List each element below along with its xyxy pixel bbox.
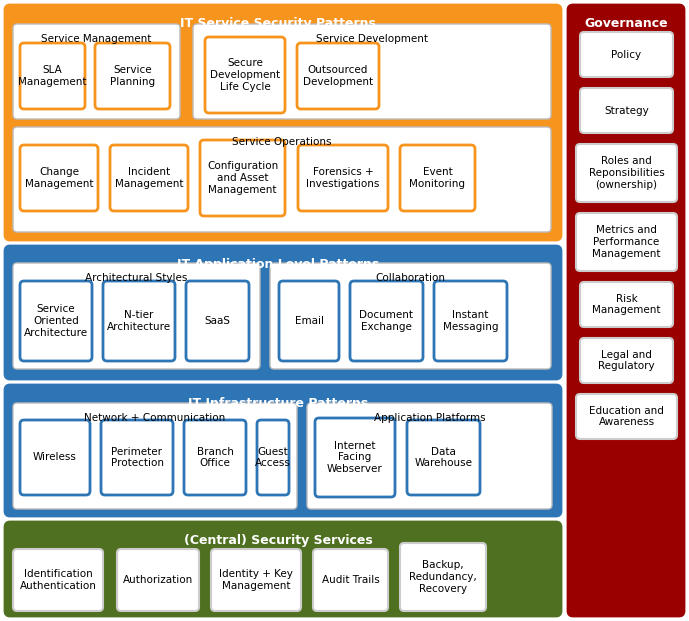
Text: Governance: Governance <box>584 17 668 30</box>
FancyBboxPatch shape <box>13 263 260 369</box>
Text: Identification
Authentication: Identification Authentication <box>19 569 96 591</box>
FancyBboxPatch shape <box>307 403 552 509</box>
Text: Wireless: Wireless <box>33 453 77 463</box>
Text: Legal and
Regulatory: Legal and Regulatory <box>598 350 655 371</box>
FancyBboxPatch shape <box>580 32 673 77</box>
Text: IT Infrastructure Patterns: IT Infrastructure Patterns <box>188 397 368 410</box>
Text: Metrics and
Performance
Management: Metrics and Performance Management <box>593 225 661 258</box>
FancyBboxPatch shape <box>186 281 249 361</box>
Text: Document
Exchange: Document Exchange <box>360 310 413 332</box>
Text: Change
Management: Change Management <box>25 167 93 189</box>
FancyBboxPatch shape <box>580 338 673 383</box>
FancyBboxPatch shape <box>400 145 475 211</box>
Text: Strategy: Strategy <box>604 106 649 116</box>
Text: Service Management: Service Management <box>41 34 152 44</box>
FancyBboxPatch shape <box>279 281 339 361</box>
FancyBboxPatch shape <box>313 549 388 611</box>
Text: Internet
Facing
Webserver: Internet Facing Webserver <box>327 441 383 474</box>
Text: Risk
Management: Risk Management <box>593 294 661 315</box>
FancyBboxPatch shape <box>20 281 92 361</box>
FancyBboxPatch shape <box>580 88 673 133</box>
Text: Policy: Policy <box>611 50 641 60</box>
Text: Email: Email <box>294 316 324 326</box>
FancyBboxPatch shape <box>350 281 423 361</box>
FancyBboxPatch shape <box>576 394 677 439</box>
Text: Network + Communication: Network + Communication <box>84 413 225 423</box>
FancyBboxPatch shape <box>110 145 188 211</box>
FancyBboxPatch shape <box>580 282 673 327</box>
FancyBboxPatch shape <box>400 543 486 611</box>
Text: Roles and
Reponsibilities
(ownership): Roles and Reponsibilities (ownership) <box>588 156 664 189</box>
Text: (Central) Security Services: (Central) Security Services <box>184 534 372 547</box>
FancyBboxPatch shape <box>211 549 301 611</box>
FancyBboxPatch shape <box>568 5 684 616</box>
Text: N-tier
Architecture: N-tier Architecture <box>107 310 171 332</box>
Text: Outsourced
Development: Outsourced Development <box>303 65 373 87</box>
FancyBboxPatch shape <box>20 43 85 109</box>
FancyBboxPatch shape <box>20 145 98 211</box>
Text: Data
Warehouse: Data Warehouse <box>415 446 473 468</box>
Text: Forensics +
Investigations: Forensics + Investigations <box>307 167 380 189</box>
FancyBboxPatch shape <box>13 403 297 509</box>
FancyBboxPatch shape <box>200 140 285 216</box>
Text: Authorization: Authorization <box>123 575 193 585</box>
FancyBboxPatch shape <box>184 420 246 495</box>
FancyBboxPatch shape <box>13 127 551 232</box>
FancyBboxPatch shape <box>5 5 561 240</box>
Text: Perimeter
Protection: Perimeter Protection <box>110 446 163 468</box>
Text: Backup,
Redundancy,
Recovery: Backup, Redundancy, Recovery <box>409 560 477 594</box>
FancyBboxPatch shape <box>257 420 289 495</box>
Text: Branch
Office: Branch Office <box>196 446 234 468</box>
Text: Configuration
and Asset
Management: Configuration and Asset Management <box>207 161 278 194</box>
FancyBboxPatch shape <box>103 281 175 361</box>
FancyBboxPatch shape <box>193 24 551 119</box>
Text: Education and
Awareness: Education and Awareness <box>589 406 664 427</box>
Text: IT Service Security Patterns: IT Service Security Patterns <box>180 17 376 30</box>
Text: Application Platforms: Application Platforms <box>373 413 485 423</box>
FancyBboxPatch shape <box>5 385 561 516</box>
FancyBboxPatch shape <box>434 281 507 361</box>
Text: Service
Oriented
Architecture: Service Oriented Architecture <box>24 304 88 338</box>
Text: SLA
Management: SLA Management <box>18 65 87 87</box>
FancyBboxPatch shape <box>407 420 480 495</box>
FancyBboxPatch shape <box>20 420 90 495</box>
FancyBboxPatch shape <box>117 549 199 611</box>
FancyBboxPatch shape <box>270 263 551 369</box>
Text: Service Development: Service Development <box>316 34 428 44</box>
FancyBboxPatch shape <box>205 37 285 113</box>
FancyBboxPatch shape <box>5 246 561 379</box>
Text: Collaboration: Collaboration <box>376 273 446 283</box>
FancyBboxPatch shape <box>576 144 677 202</box>
Text: Incident
Management: Incident Management <box>115 167 183 189</box>
Text: Audit Trails: Audit Trails <box>322 575 380 585</box>
Text: Architectural Styles: Architectural Styles <box>85 273 187 283</box>
Text: Service Operations: Service Operations <box>232 137 331 147</box>
Text: Instant
Messaging: Instant Messaging <box>443 310 498 332</box>
Text: Guest
Access: Guest Access <box>255 446 291 468</box>
FancyBboxPatch shape <box>576 213 677 271</box>
Text: IT Application Level Patterns: IT Application Level Patterns <box>177 258 379 271</box>
Text: SaaS: SaaS <box>205 316 231 326</box>
FancyBboxPatch shape <box>13 24 180 119</box>
FancyBboxPatch shape <box>297 43 379 109</box>
FancyBboxPatch shape <box>5 522 561 616</box>
FancyBboxPatch shape <box>101 420 173 495</box>
Text: Service
Planning: Service Planning <box>110 65 155 87</box>
FancyBboxPatch shape <box>315 418 395 497</box>
FancyBboxPatch shape <box>298 145 388 211</box>
FancyBboxPatch shape <box>13 549 103 611</box>
Text: Identity + Key
Management: Identity + Key Management <box>219 569 293 591</box>
Text: Event
Monitoring: Event Monitoring <box>409 167 466 189</box>
Text: Secure
Development
Life Cycle: Secure Development Life Cycle <box>210 58 280 92</box>
FancyBboxPatch shape <box>95 43 170 109</box>
